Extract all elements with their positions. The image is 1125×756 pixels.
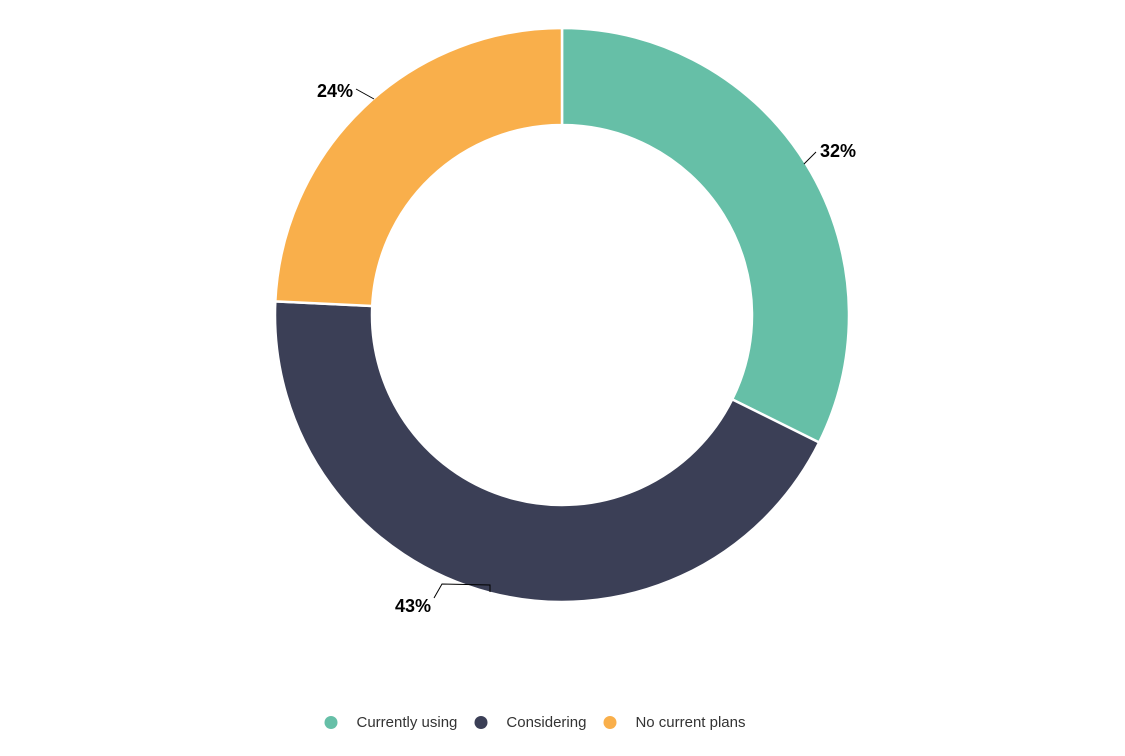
legend-label-no-current-plans: No current plans <box>635 714 746 731</box>
data-label-connector-currently-using <box>803 151 817 165</box>
chart-legend: Currently using Considering No current p… <box>324 714 746 731</box>
legend-marker-currently-using-icon <box>324 716 338 729</box>
donut-slice-no-current-plans[interactable] <box>274 26 564 308</box>
donut-slice-currently-using[interactable] <box>560 26 851 444</box>
legend-item-currently-using[interactable]: Currently using <box>324 714 458 731</box>
legend-item-no-current-plans[interactable]: No current plans <box>603 714 746 731</box>
data-label-connector-considering <box>433 583 491 599</box>
data-label-considering: 43% <box>395 596 431 616</box>
legend-label-considering: Considering <box>506 714 587 731</box>
donut-slice-considering[interactable] <box>273 300 821 604</box>
data-label-no-current-plans: 24% <box>317 81 353 101</box>
legend-marker-considering-icon <box>474 716 488 729</box>
data-label-connector-no-current-plans <box>355 88 375 100</box>
legend-item-considering[interactable]: Considering <box>474 714 586 731</box>
legend-label-currently-using: Currently using <box>356 714 458 731</box>
legend-marker-no-current-plans-icon <box>603 716 617 729</box>
data-label-currently-using: 32% <box>820 141 856 161</box>
